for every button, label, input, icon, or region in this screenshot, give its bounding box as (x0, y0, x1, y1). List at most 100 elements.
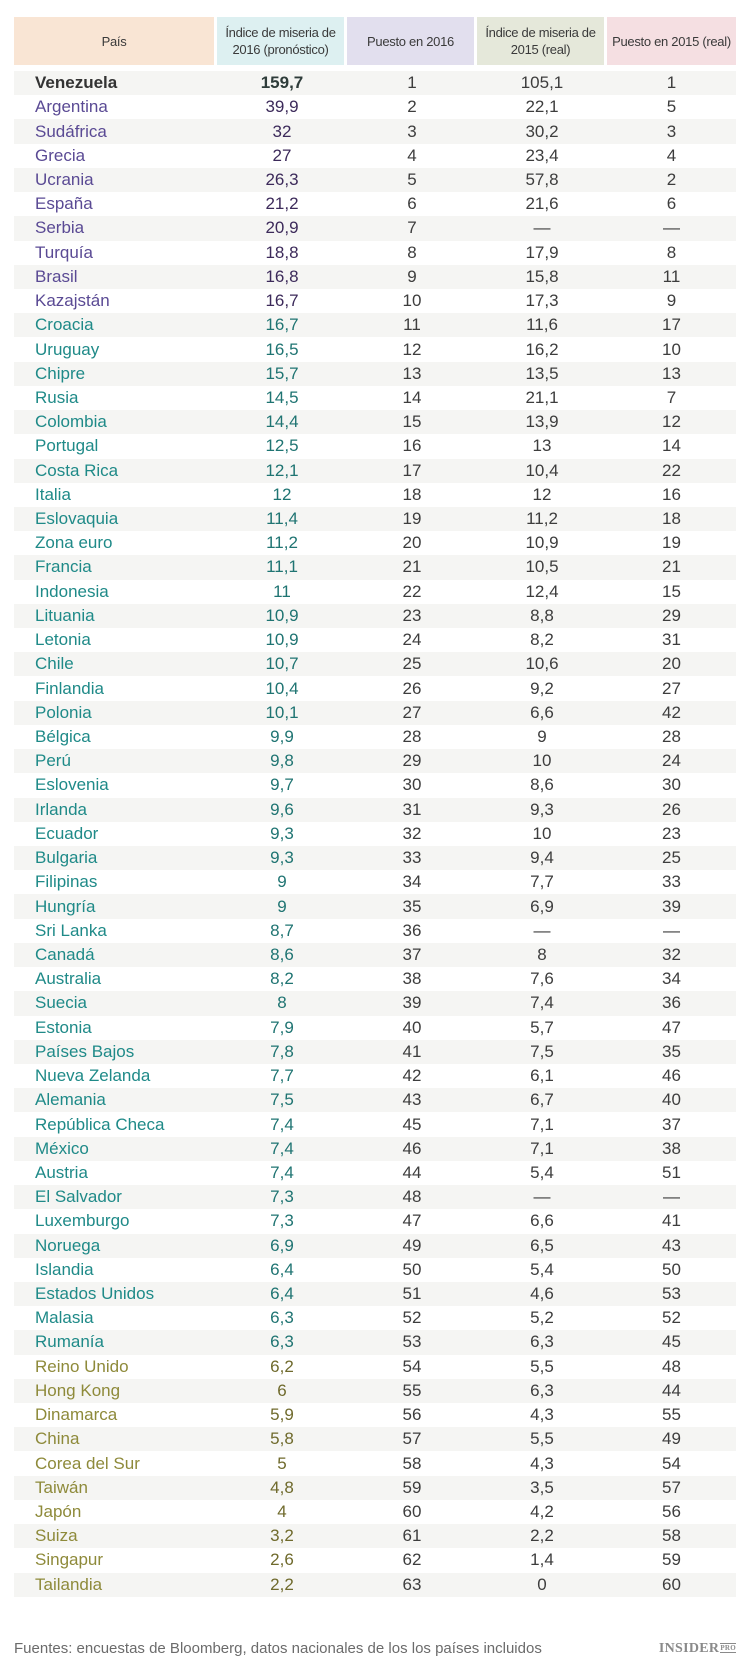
index-2015-cell: 7,1 (530, 1138, 554, 1158)
country-cell: Ucrania (35, 169, 94, 189)
source-note: Fuentes: encuestas de Bloomberg, datos n… (14, 1640, 542, 1657)
table-row: Serbia 20,9 7 — — (14, 216, 736, 241)
index-2015-cell: 8,8 (530, 605, 554, 625)
rank-2016-cell: 59 (402, 1477, 422, 1497)
index-2016-cell: 18,8 (265, 242, 299, 262)
rank-2016-cell: 5 (407, 169, 417, 189)
rank-2015-cell: 6 (666, 194, 677, 214)
table-row: Rumanía 6,3 53 6,3 45 (14, 1330, 736, 1355)
index-2016-cell: 7,4 (270, 1162, 294, 1182)
header-index-2016: Índice de miseria de 2016 (pronóstico) (217, 17, 344, 65)
rank-2015-cell: 58 (662, 1526, 681, 1546)
country-cell: Portugal (35, 436, 99, 456)
rank-2015-cell: 9 (666, 291, 677, 311)
rank-2015-cell: 59 (662, 1550, 681, 1570)
country-cell: Tailandia (35, 1574, 103, 1594)
index-2015-cell: 1,4 (530, 1550, 554, 1570)
rank-2016-cell: 32 (402, 823, 422, 843)
index-2016-cell: 14,5 (265, 387, 299, 407)
table-row: México 7,4 46 7,1 38 (14, 1136, 736, 1161)
rank-2016-cell: 33 (402, 848, 422, 868)
index-2016-cell: 11 (273, 581, 291, 601)
table-row: Brasil 16,8 9 15,8 11 (14, 264, 736, 289)
rank-2015-cell: 20 (662, 654, 681, 674)
table-row: Costa Rica 12,1 17 10,4 22 (14, 458, 736, 483)
index-2015-cell: 4,6 (530, 1284, 554, 1304)
rank-2015-cell: 15 (662, 581, 681, 601)
rank-2015-cell: 52 (662, 1308, 681, 1328)
country-cell: Turquía (35, 242, 93, 262)
country-cell: Reino Unido (35, 1356, 129, 1376)
index-2015-cell: 21,6 (525, 194, 559, 214)
table-row: Portugal 12,5 16 13 14 (14, 434, 736, 458)
footer: Fuentes: encuestas de Bloomberg, datos n… (14, 1640, 736, 1657)
table-row: Luxemburgo 7,3 47 6,6 41 (14, 1209, 736, 1233)
rank-2015-cell: 53 (662, 1284, 681, 1304)
rank-2016-cell: 24 (402, 630, 422, 650)
country-cell: Italia (35, 484, 71, 504)
header-rank-2016: Puesto en 2016 (347, 17, 474, 65)
country-cell: Francia (35, 557, 92, 577)
index-2015-cell: 7,4 (530, 993, 554, 1013)
country-cell: Malasia (35, 1308, 94, 1328)
rank-2016-cell: 25 (402, 654, 422, 674)
index-2016-cell: 7,9 (270, 1017, 294, 1037)
rank-2015-cell: 47 (662, 1017, 681, 1037)
index-2015-cell: 6,1 (530, 1066, 554, 1086)
index-2015-cell: — (533, 1187, 551, 1207)
table-row: República Checa 7,4 45 7,1 37 (14, 1112, 736, 1136)
table-row: Colombia 14,4 15 13,9 12 (14, 410, 736, 435)
country-cell: México (35, 1138, 89, 1158)
rank-2015-cell: 56 (662, 1502, 681, 1522)
index-2016-cell: 16,7 (265, 291, 299, 311)
table-row: España 21,2 6 21,6 6 (14, 192, 736, 216)
table-row: Indonesia 11 22 12,4 15 (14, 580, 736, 604)
index-2015-cell: 57,8 (525, 169, 559, 189)
rank-2015-cell: 32 (662, 944, 681, 964)
country-cell: Serbia (35, 218, 85, 238)
rank-2015-cell: 24 (662, 751, 681, 771)
country-cell: Ecuador (35, 823, 99, 843)
index-2015-cell: 0 (537, 1574, 547, 1594)
rank-2016-cell: 52 (402, 1308, 422, 1328)
table-row: Turquía 18,8 8 17,9 8 (14, 241, 736, 265)
rank-2015-cell: 29 (662, 605, 681, 625)
table-row: Ecuador 9,3 32 10 23 (14, 822, 736, 846)
country-cell: Croacia (35, 315, 94, 335)
index-2016-cell: 5,9 (270, 1405, 294, 1425)
index-2016-cell: 9 (277, 896, 287, 916)
table-row: Austria 7,4 44 5,4 51 (14, 1161, 736, 1185)
index-2016-cell: 6,2 (270, 1356, 294, 1376)
index-2016-cell: 9,8 (270, 751, 294, 771)
header-index-2015: Índice de miseria de 2015 (real) (477, 17, 604, 65)
index-2016-cell: 21,2 (265, 194, 299, 214)
country-cell: Suecia (35, 993, 87, 1013)
table-row: Sri Lanka 8,7 36 — — (14, 919, 736, 943)
table-row: Corea del Sur 5 58 4,3 54 (14, 1451, 736, 1475)
index-2015-cell: 9,3 (530, 799, 554, 819)
index-2016-cell: 8,6 (270, 944, 294, 964)
index-2015-cell: 21,1 (525, 387, 559, 407)
rank-2016-cell: 62 (402, 1550, 422, 1570)
country-cell: Chipre (35, 363, 86, 383)
rank-2016-cell: 60 (402, 1502, 422, 1522)
index-2016-cell: 9,6 (270, 799, 294, 819)
index-2015-cell: 4,2 (530, 1502, 554, 1522)
rank-2016-cell: 56 (402, 1405, 422, 1425)
index-2016-cell: 9 (277, 872, 287, 892)
index-2015-cell: 4,3 (530, 1405, 554, 1425)
index-2016-cell: 11,2 (266, 533, 298, 553)
country-cell: Colombia (35, 412, 107, 432)
index-2016-cell: 7,8 (270, 1041, 294, 1061)
logo-suffix: PRO (720, 1642, 736, 1653)
index-2015-cell: 8,2 (530, 630, 554, 650)
index-2015-cell: 11,6 (526, 315, 558, 335)
table-row: El Salvador 7,3 48 — — (14, 1185, 736, 1210)
rank-2016-cell: 10 (402, 291, 422, 311)
rank-2015-cell: 51 (662, 1162, 681, 1182)
country-cell: Estados Unidos (35, 1284, 155, 1304)
index-2015-cell: 3,5 (530, 1477, 554, 1497)
rank-2016-cell: 13 (402, 363, 422, 383)
table-row: Estonia 7,9 40 5,7 47 (14, 1016, 736, 1040)
index-2016-cell: 26,3 (265, 169, 299, 189)
